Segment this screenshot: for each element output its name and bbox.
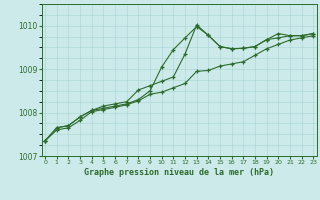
X-axis label: Graphe pression niveau de la mer (hPa): Graphe pression niveau de la mer (hPa) [84,168,274,177]
